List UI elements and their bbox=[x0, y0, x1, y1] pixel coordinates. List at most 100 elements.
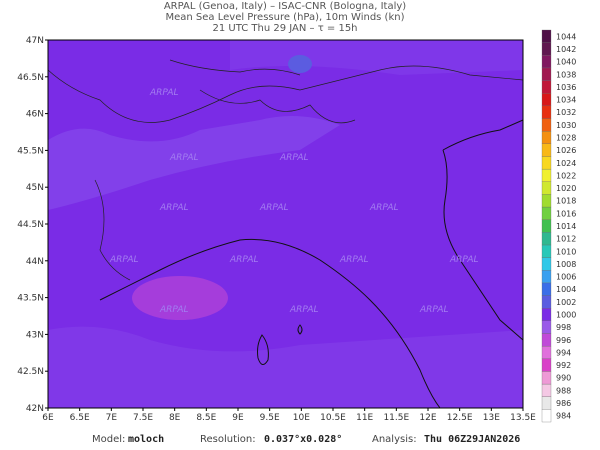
colorbar-label: 1032 bbox=[556, 108, 576, 117]
map-field bbox=[47, 39, 524, 409]
colorbar-swatch bbox=[541, 194, 552, 208]
coastline bbox=[442, 119, 524, 151]
colorbar-label: 990 bbox=[556, 374, 571, 383]
watermark: ARPAL bbox=[159, 305, 189, 315]
border-line bbox=[199, 89, 356, 124]
colorbar-label: 1002 bbox=[556, 298, 576, 307]
lat-label: 45.5N bbox=[17, 146, 44, 156]
lon-label: 7.5E bbox=[133, 413, 153, 423]
colorbar-label: 1016 bbox=[556, 209, 576, 218]
colorbar-label: 1014 bbox=[556, 222, 576, 231]
colorbar-label: 1006 bbox=[556, 273, 576, 282]
lon-label: 8E bbox=[169, 413, 181, 423]
colorbar-label: 1008 bbox=[556, 260, 576, 269]
lon-label: 13E bbox=[483, 413, 500, 423]
watermark: ARPAL bbox=[279, 153, 309, 163]
footer-value: moloch bbox=[128, 434, 164, 445]
colorbar-label: 1034 bbox=[556, 96, 576, 105]
watermark: ARPAL bbox=[169, 153, 199, 163]
colorbar-swatch bbox=[541, 55, 552, 69]
lon-label: 12.5E bbox=[447, 413, 473, 423]
colorbar-label: 1028 bbox=[556, 133, 576, 142]
colorbar-label: 1038 bbox=[556, 70, 576, 79]
colorbar-swatch bbox=[541, 320, 552, 334]
colorbar-label: 1024 bbox=[556, 159, 576, 168]
colorbar-swatch bbox=[541, 219, 552, 233]
colorbar-label: 1012 bbox=[556, 235, 576, 244]
watermark: ARPAL bbox=[149, 88, 179, 98]
colorbar-label: 1000 bbox=[556, 311, 576, 320]
lon-label: 13.5E bbox=[510, 413, 536, 423]
watermark: ARPAL bbox=[159, 203, 189, 213]
colorbar-swatch bbox=[541, 42, 552, 56]
header-line: Mean Sea Level Pressure (hPa), 10m Winds… bbox=[166, 12, 405, 23]
lon-label: 6.5E bbox=[70, 413, 90, 423]
lat-label: 42N bbox=[26, 404, 44, 414]
colorbar-swatch bbox=[541, 131, 552, 144]
colorbar-swatch bbox=[541, 143, 552, 157]
colorbar-label: 1010 bbox=[556, 247, 576, 256]
watermark: ARPAL bbox=[369, 203, 399, 213]
colorbar-label: 996 bbox=[556, 336, 571, 345]
footer-value: 0.037°x0.028° bbox=[264, 434, 342, 445]
pressure-patch bbox=[48, 116, 340, 210]
colorbar-swatch bbox=[541, 232, 552, 246]
colorbar-swatch bbox=[541, 371, 552, 385]
colorbar-label: 1004 bbox=[556, 285, 576, 294]
colorbar-label: 1026 bbox=[556, 146, 576, 155]
colorbar-swatch bbox=[541, 168, 552, 182]
colorbar-swatch bbox=[541, 257, 552, 271]
lon-label: 11.5E bbox=[383, 413, 409, 423]
colorbar-swatch bbox=[541, 206, 552, 220]
colorbar: 984 986 988 990 992 994 996 998 1000 1002 1004 1006… bbox=[541, 29, 576, 423]
watermark: ARPAL bbox=[289, 305, 319, 315]
footer-label: Model: bbox=[92, 434, 125, 445]
colorbar-label: 988 bbox=[556, 386, 571, 395]
footer-label: Resolution: bbox=[200, 434, 256, 445]
border-line bbox=[47, 65, 524, 123]
header-line: ARPAL (Genoa, Italy) – ISAC-CNR (Bologna… bbox=[164, 1, 406, 12]
colorbar-swatch bbox=[541, 345, 552, 359]
lon-label: 12E bbox=[419, 413, 436, 423]
colorbar-label: 986 bbox=[556, 399, 571, 408]
colorbar-swatch bbox=[541, 118, 552, 132]
lon-label: 9E bbox=[232, 413, 244, 423]
lon-label: 10.5E bbox=[320, 413, 346, 423]
island bbox=[257, 334, 269, 365]
colorbar-swatch bbox=[541, 358, 552, 372]
watermark: ARPAL bbox=[339, 255, 369, 265]
colorbar-label: 1018 bbox=[556, 197, 576, 206]
colorbar-label: 984 bbox=[556, 412, 571, 421]
lat-label: 45N bbox=[26, 183, 44, 193]
colorbar-label: 1020 bbox=[556, 184, 576, 193]
colorbar-label: 992 bbox=[556, 361, 571, 370]
colorbar-swatch bbox=[541, 333, 552, 347]
watermark: ARPAL bbox=[449, 255, 479, 265]
colorbar-swatch bbox=[541, 156, 552, 170]
watermark: ARPAL bbox=[259, 203, 289, 213]
colorbar-swatch bbox=[541, 29, 552, 43]
colorbar-label: 998 bbox=[556, 323, 571, 332]
footer-value: Thu 06Z29JAN2026 bbox=[424, 434, 520, 445]
colorbar-label: 1044 bbox=[556, 32, 576, 41]
footer-label: Analysis: bbox=[372, 434, 417, 445]
lon-label: 7E bbox=[106, 413, 118, 423]
lon-label: 6E bbox=[42, 413, 54, 423]
lat-label: 47N bbox=[26, 36, 44, 46]
colorbar-label: 1022 bbox=[556, 171, 576, 180]
colorbar-swatch bbox=[541, 181, 552, 195]
colorbar-swatch bbox=[541, 409, 552, 423]
colorbar-label: 1040 bbox=[556, 58, 576, 67]
lon-label: 10E bbox=[293, 413, 310, 423]
colorbar-swatch bbox=[541, 80, 552, 94]
colorbar-swatch bbox=[541, 396, 552, 410]
watermark: ARPAL bbox=[109, 255, 139, 265]
lat-label: 42.5N bbox=[17, 367, 44, 377]
colorbar-swatch bbox=[541, 295, 552, 309]
lat-label: 46N bbox=[26, 110, 44, 120]
lat-label: 46.5N bbox=[17, 73, 44, 83]
border-line bbox=[94, 179, 131, 281]
colorbar-swatch bbox=[541, 270, 552, 284]
border-line bbox=[169, 59, 301, 76]
